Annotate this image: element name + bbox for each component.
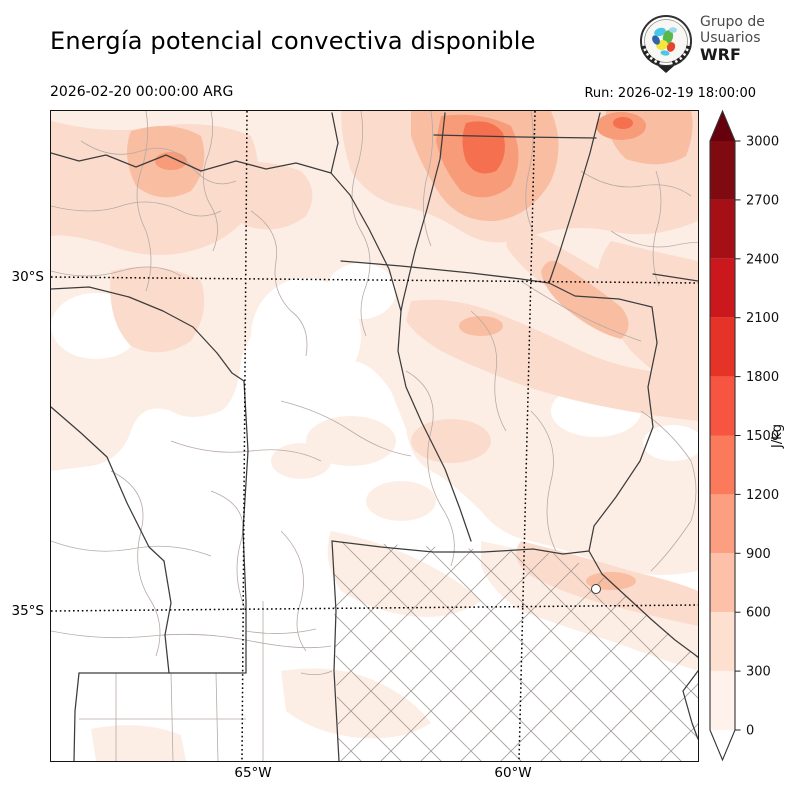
cbar-tick-1200: 1200 (746, 488, 779, 503)
lon-label-65w: 65°W (234, 765, 272, 781)
logo-weather-blobs (652, 27, 677, 56)
logo-line-2: Usuarios (700, 29, 761, 46)
cbar-tick-2100: 2100 (746, 311, 779, 326)
cape-map (51, 111, 698, 761)
graticule (51, 111, 698, 761)
lat-label-30s: 30°S (11, 269, 45, 285)
province-boundaries (51, 112, 698, 761)
logo-line-3: WRF (700, 45, 741, 65)
logo-line-1: Grupo de (700, 14, 765, 30)
cbar-tick-2400: 2400 (746, 252, 779, 267)
valid-time-label: 2026-02-20 00:00:00 ARG (50, 84, 234, 100)
cbar-tick-900: 900 (746, 547, 771, 562)
colorbar-unit-label: J/kg (770, 424, 785, 449)
run-time-label: Run: 2026-02-19 18:00:00 (584, 86, 756, 101)
wrf-group-logo-icon (640, 15, 692, 73)
colorbar: 3000 2700 2400 2100 1800 1500 1200 900 6… (709, 109, 785, 762)
colorbar-ticks (735, 140, 741, 731)
cape-shading-layer (51, 111, 698, 761)
department-boundaries (51, 111, 698, 761)
cbar-tick-3000: 3000 (746, 135, 779, 150)
logo-text: Grupo de Usuarios WRF (700, 14, 765, 65)
cbar-tick-2700: 2700 (746, 193, 779, 208)
city-marker (591, 584, 601, 594)
cbar-tick-1800: 1800 (746, 370, 779, 385)
cbar-tick-1500: 1500 (746, 429, 779, 444)
lon-label-60w: 60°W (494, 765, 532, 781)
cbar-tick-600: 600 (746, 606, 771, 621)
cbar-tick-300: 300 (746, 665, 771, 680)
lat-label-35s: 35°S (11, 603, 45, 619)
page-title: Energía potencial convectiva disponible (50, 27, 536, 55)
cbar-tick-0: 0 (746, 724, 754, 739)
map-canvas (50, 110, 699, 762)
